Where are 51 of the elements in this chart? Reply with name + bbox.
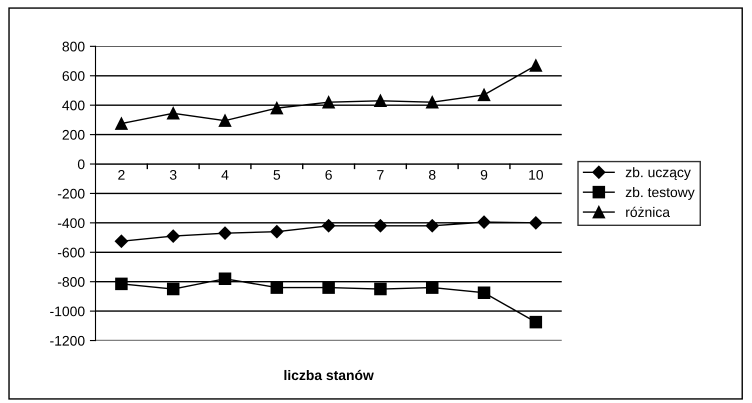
y-tick-label: -400 [58, 218, 85, 228]
point [477, 216, 491, 229]
point [166, 282, 180, 296]
x-tick-label: 9 [480, 170, 488, 180]
y-tick-label: -800 [58, 277, 85, 287]
point [218, 114, 232, 127]
point [530, 316, 542, 328]
point [426, 281, 438, 294]
x-tick-label: 6 [325, 170, 332, 180]
x-tick-label: 10 [529, 170, 544, 180]
y-tick-label: -1000 [50, 306, 85, 316]
point [529, 216, 542, 230]
x-tick-label: 3 [170, 170, 176, 180]
point [374, 94, 387, 108]
point [374, 282, 387, 296]
point [115, 278, 128, 290]
y-tick-label: 800 [62, 42, 85, 52]
point [374, 219, 388, 232]
point [322, 96, 335, 108]
y-tick-label: -200 [58, 188, 85, 199]
point [530, 59, 542, 72]
x-tick-label: 2 [118, 170, 125, 180]
legend-label: zb. testowy [626, 186, 695, 200]
point [166, 230, 180, 243]
y-tick-label: 600 [62, 71, 85, 81]
y-tick-label: 400 [62, 100, 85, 110]
legend-label: zb. uczący [626, 167, 691, 180]
y-tick-label: -1200 [50, 336, 85, 346]
point [322, 281, 335, 294]
x-tick-label: 4 [221, 170, 228, 180]
point [426, 96, 438, 108]
point [166, 107, 180, 120]
point [478, 286, 490, 299]
y-tick-label: 200 [62, 130, 85, 140]
y-tick-label: 0 [78, 159, 85, 170]
x-axis-title: liczba stanów [284, 370, 374, 380]
point [478, 88, 490, 102]
point [270, 281, 284, 294]
point [270, 225, 284, 238]
point [114, 234, 128, 248]
point [322, 219, 336, 232]
x-tick-label: 5 [274, 170, 280, 180]
point [426, 219, 439, 232]
point [218, 272, 232, 286]
x-tick-label: 7 [377, 170, 384, 180]
x-tick-label: 8 [428, 170, 436, 180]
legend-label: różnica [626, 206, 670, 218]
point [218, 226, 232, 240]
point [270, 102, 284, 114]
y-tick-label: -600 [58, 248, 85, 258]
point [115, 117, 128, 130]
